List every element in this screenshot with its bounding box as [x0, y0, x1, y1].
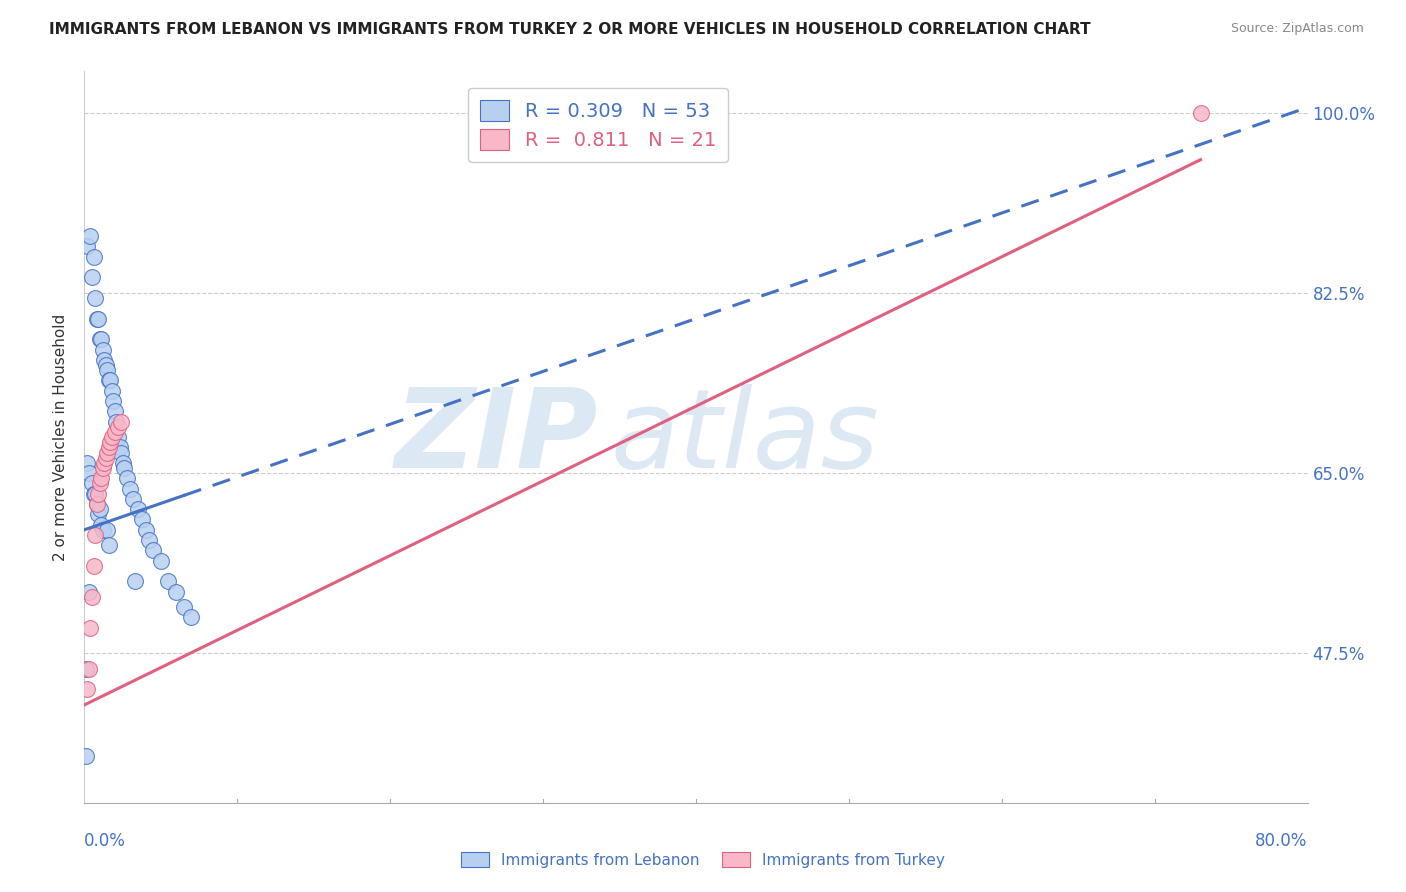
Point	[104, 425, 127, 439]
Point	[120, 482, 142, 496]
Point	[1189, 105, 1212, 120]
Point	[101, 430, 124, 444]
Text: Source: ZipAtlas.com: Source: ZipAtlas.com	[1230, 22, 1364, 36]
Point	[87, 487, 110, 501]
Point	[90, 517, 112, 532]
Point	[84, 291, 107, 305]
Point	[80, 476, 103, 491]
Point	[87, 311, 110, 326]
Point	[83, 250, 105, 264]
Point	[157, 574, 180, 589]
Point	[91, 461, 114, 475]
Point	[110, 445, 132, 459]
Point	[104, 404, 127, 418]
Point	[76, 456, 98, 470]
Point	[94, 358, 117, 372]
Point	[83, 558, 105, 573]
Point	[97, 538, 120, 552]
Point	[93, 456, 115, 470]
Point	[77, 584, 100, 599]
Text: 0.0%: 0.0%	[84, 831, 127, 850]
Point	[142, 543, 165, 558]
Point	[112, 461, 135, 475]
Point	[91, 343, 114, 357]
Point	[96, 363, 118, 377]
Point	[76, 239, 98, 253]
Point	[89, 476, 111, 491]
Point	[96, 523, 118, 537]
Point	[80, 590, 103, 604]
Point	[89, 502, 111, 516]
Point	[94, 450, 117, 465]
Point	[93, 352, 115, 367]
Point	[101, 384, 124, 398]
Point	[180, 610, 202, 624]
Point	[127, 502, 149, 516]
Point	[90, 332, 112, 346]
Point	[107, 430, 129, 444]
Point	[138, 533, 160, 547]
Legend: Immigrants from Lebanon, Immigrants from Turkey: Immigrants from Lebanon, Immigrants from…	[456, 846, 950, 873]
Point	[84, 487, 107, 501]
Point	[131, 512, 153, 526]
Point	[79, 229, 101, 244]
Point	[149, 554, 172, 568]
Point	[103, 394, 125, 409]
Point	[165, 584, 187, 599]
Point	[110, 415, 132, 429]
Point	[89, 332, 111, 346]
Text: ZIP: ZIP	[395, 384, 598, 491]
Point	[111, 456, 134, 470]
Point	[173, 600, 195, 615]
Point	[107, 419, 129, 434]
Point	[124, 574, 146, 589]
Point	[90, 471, 112, 485]
Point	[97, 373, 120, 387]
Point	[84, 528, 107, 542]
Point	[76, 682, 98, 697]
Text: IMMIGRANTS FROM LEBANON VS IMMIGRANTS FROM TURKEY 2 OR MORE VEHICLES IN HOUSEHOL: IMMIGRANTS FROM LEBANON VS IMMIGRANTS FR…	[49, 22, 1091, 37]
Point	[105, 415, 128, 429]
Point	[96, 445, 118, 459]
Point	[77, 662, 100, 676]
Point	[87, 508, 110, 522]
Point	[80, 270, 103, 285]
Point	[77, 466, 100, 480]
Point	[86, 311, 108, 326]
Point	[83, 487, 105, 501]
Legend: R = 0.309   N = 53, R =  0.811   N = 21: R = 0.309 N = 53, R = 0.811 N = 21	[468, 88, 728, 161]
Point	[79, 621, 101, 635]
Point	[86, 497, 108, 511]
Point	[108, 441, 131, 455]
Text: atlas: atlas	[610, 384, 879, 491]
Text: 80.0%: 80.0%	[1256, 831, 1308, 850]
Point	[135, 523, 157, 537]
Point	[98, 373, 121, 387]
Point	[91, 523, 114, 537]
Point	[122, 491, 145, 506]
Point	[75, 749, 97, 764]
Point	[97, 441, 120, 455]
Y-axis label: 2 or more Vehicles in Household: 2 or more Vehicles in Household	[53, 313, 69, 561]
Point	[86, 497, 108, 511]
Point	[115, 471, 138, 485]
Point	[98, 435, 121, 450]
Point	[75, 662, 97, 676]
